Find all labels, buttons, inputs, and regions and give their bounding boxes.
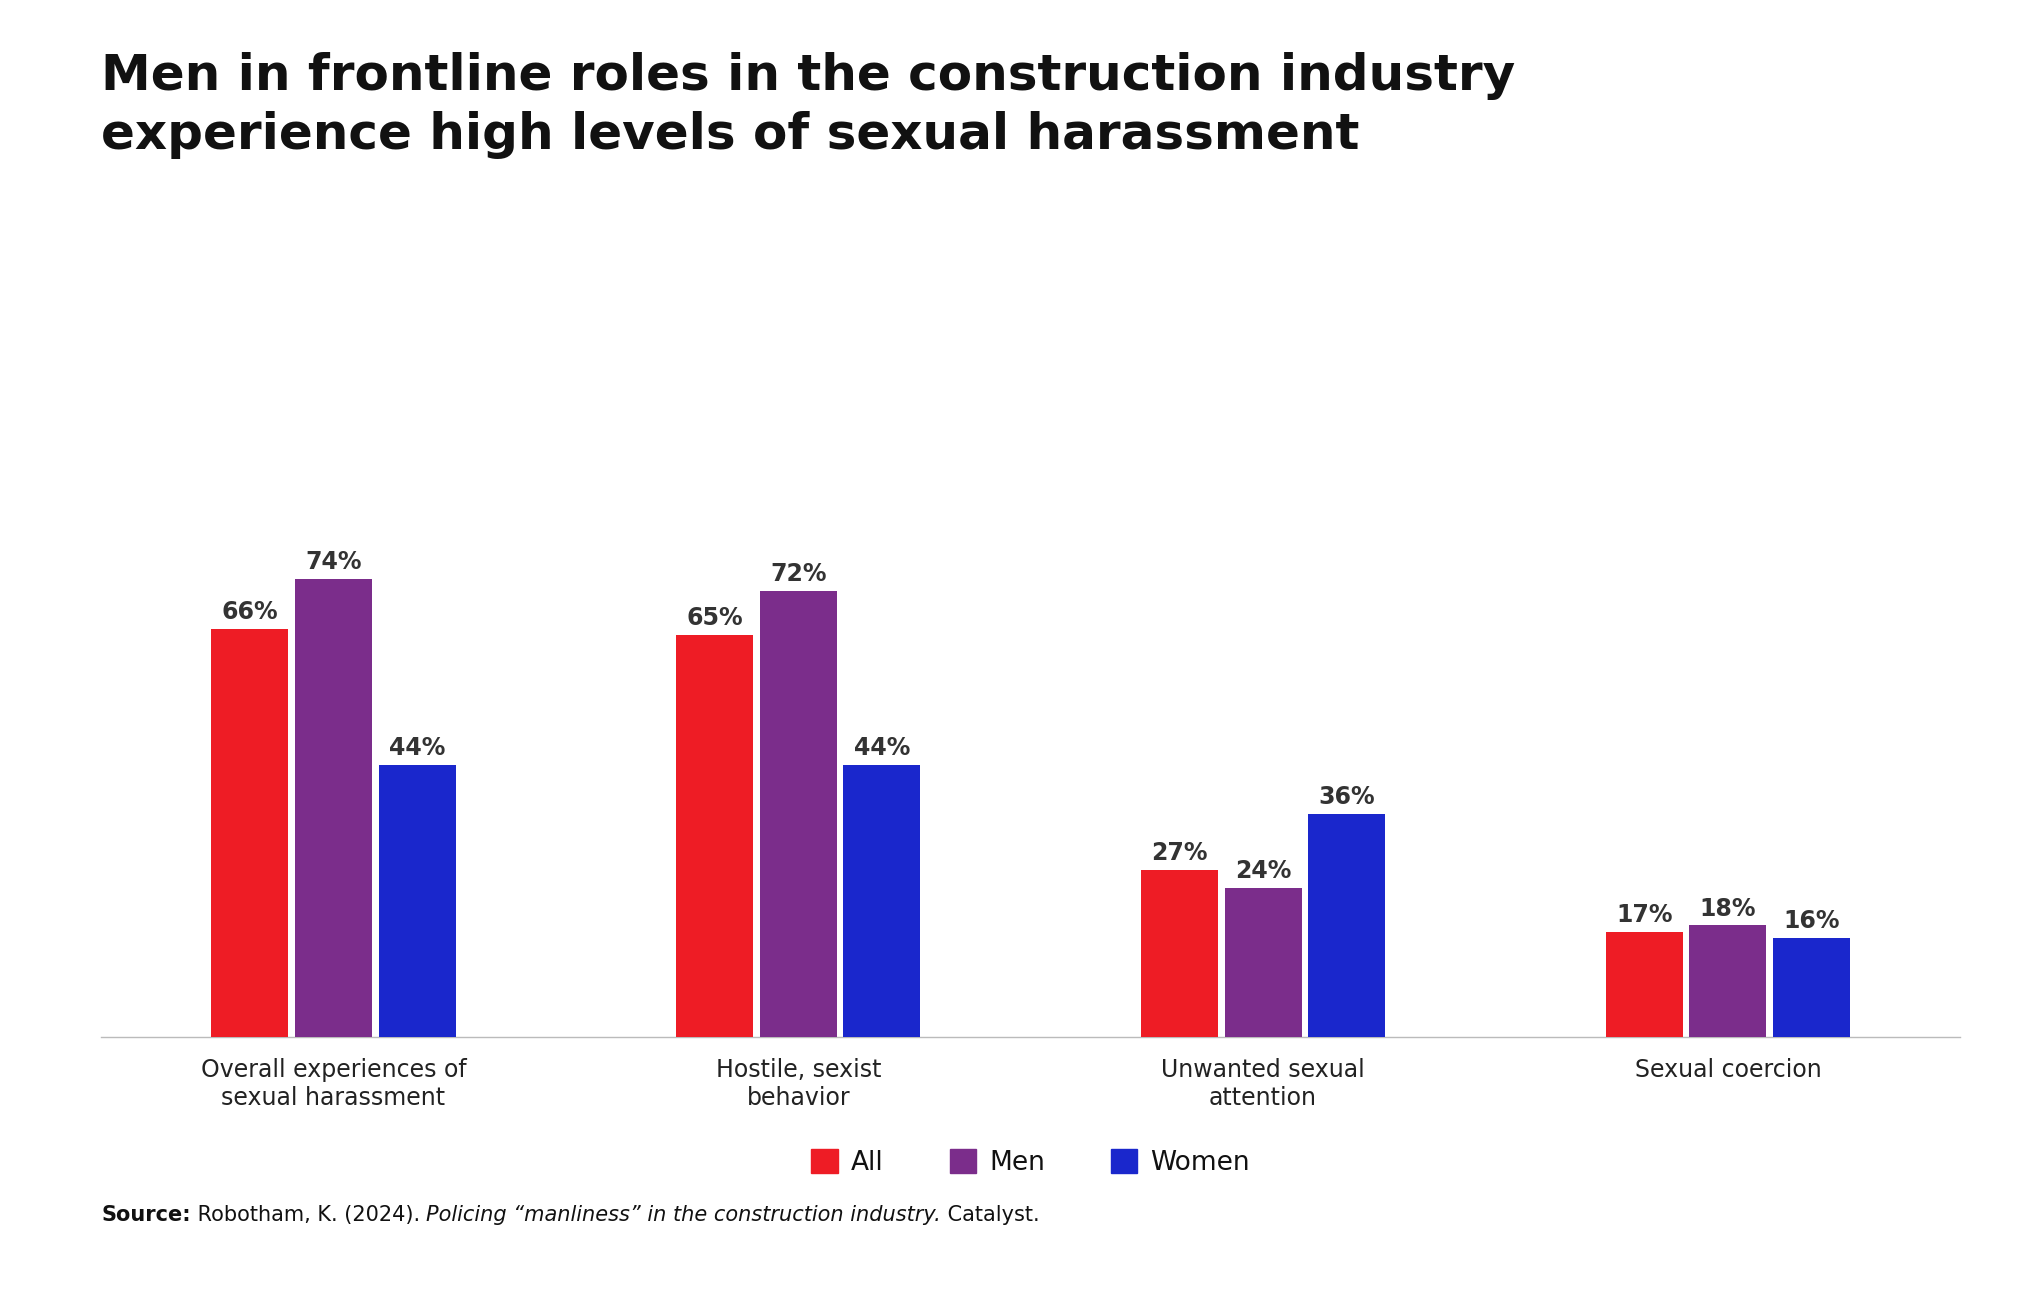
- Text: Policing “manliness” in the construction industry.: Policing “manliness” in the construction…: [426, 1205, 942, 1225]
- Bar: [1142, 870, 1219, 1037]
- Text: Men in frontline roles in the construction industry
experience high levels of se: Men in frontline roles in the constructi…: [101, 52, 1516, 159]
- Text: Source:: Source:: [101, 1205, 190, 1225]
- Bar: [212, 629, 289, 1037]
- Bar: [677, 635, 754, 1037]
- Bar: [1308, 814, 1384, 1037]
- Text: 18%: 18%: [1700, 897, 1756, 920]
- Text: 17%: 17%: [1617, 903, 1673, 927]
- Text: Robotham, K. (2024).: Robotham, K. (2024).: [190, 1205, 426, 1225]
- Bar: [378, 765, 455, 1037]
- Bar: [295, 579, 372, 1037]
- Text: 36%: 36%: [1318, 785, 1374, 809]
- Text: 24%: 24%: [1235, 859, 1291, 884]
- Bar: [760, 591, 837, 1037]
- Text: 74%: 74%: [305, 550, 362, 574]
- Text: 16%: 16%: [1783, 908, 1839, 933]
- Text: 72%: 72%: [770, 562, 827, 587]
- Text: 66%: 66%: [222, 600, 279, 623]
- Legend: All, Men, Women: All, Men, Women: [800, 1139, 1261, 1187]
- Text: 44%: 44%: [853, 736, 909, 759]
- Bar: [1772, 938, 1849, 1037]
- Text: Catalyst.: Catalyst.: [942, 1205, 1039, 1225]
- Bar: [1607, 932, 1683, 1037]
- Bar: [1690, 925, 1766, 1037]
- Text: 27%: 27%: [1152, 841, 1209, 864]
- Text: 65%: 65%: [687, 605, 744, 630]
- Bar: [843, 765, 920, 1037]
- Bar: [1225, 888, 1302, 1037]
- Text: 44%: 44%: [388, 736, 445, 759]
